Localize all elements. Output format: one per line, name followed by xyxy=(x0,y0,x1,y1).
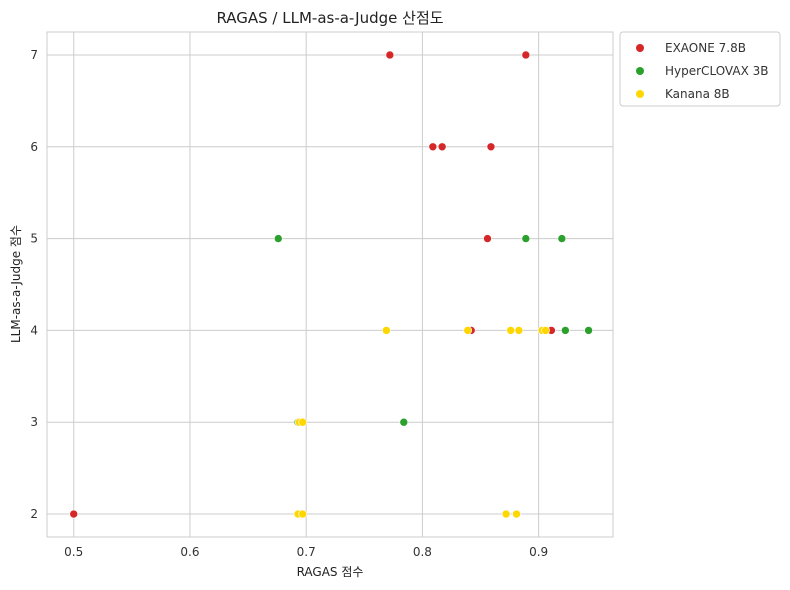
grid-lines xyxy=(47,32,613,537)
data-point xyxy=(506,326,516,335)
legend-frame xyxy=(619,31,781,107)
data-point xyxy=(385,50,395,60)
data-point xyxy=(483,234,492,243)
data-point xyxy=(521,50,531,60)
legend-label: HyperCLOVAX 3B xyxy=(665,64,768,78)
x-tick-label: 0.5 xyxy=(64,545,83,559)
data-point xyxy=(501,509,511,519)
x-tick-label: 0.9 xyxy=(529,545,548,559)
data-point xyxy=(437,142,447,152)
data-point xyxy=(463,326,473,335)
y-tick-label: 4 xyxy=(30,323,38,337)
y-tick-label: 2 xyxy=(30,507,38,521)
x-tick-label: 0.7 xyxy=(297,545,316,559)
data-point xyxy=(382,326,391,335)
data-point xyxy=(399,417,409,427)
data-point xyxy=(557,234,567,243)
x-tick-label: 0.8 xyxy=(413,545,432,559)
data-point xyxy=(69,509,79,519)
y-axis-label: LLM-as-a-Judge 점수 xyxy=(9,225,23,343)
x-tick-label: 0.6 xyxy=(180,545,199,559)
data-point xyxy=(512,509,521,519)
data-point xyxy=(584,326,593,335)
chart-title: RAGAS / LLM-as-a-Judge 산점도 xyxy=(216,9,443,27)
legend-marker xyxy=(636,90,644,98)
legend-label: Kanana 8B xyxy=(665,87,730,101)
y-tick-label: 7 xyxy=(30,48,38,62)
data-point xyxy=(273,234,283,243)
plot-area-frame xyxy=(46,31,614,538)
data-point xyxy=(541,326,550,335)
y-tick-label: 6 xyxy=(30,140,38,154)
y-tick-label: 3 xyxy=(30,415,38,429)
legend-marker xyxy=(636,44,644,52)
legend-label: EXAONE 7.8B xyxy=(665,41,746,55)
legend-marker xyxy=(636,67,644,75)
series-group xyxy=(69,50,556,519)
data-point xyxy=(514,326,524,335)
x-axis-label: RAGAS 점수 xyxy=(297,565,364,579)
x-tick-labels: 0.5 0.6 0.7 0.8 0.9 xyxy=(64,545,548,559)
y-tick-labels: 2 3 4 5 6 7 xyxy=(30,48,38,521)
data-points xyxy=(69,50,593,519)
data-point xyxy=(298,417,307,427)
data-point xyxy=(521,234,531,243)
data-point xyxy=(298,509,307,519)
data-point xyxy=(486,142,496,152)
data-point xyxy=(561,326,570,335)
data-point xyxy=(428,142,438,152)
legend: EXAONE 7.8B HyperCLOVAX 3B Kanana 8B xyxy=(619,31,781,107)
y-tick-label: 5 xyxy=(30,232,38,246)
series-group xyxy=(293,326,550,519)
